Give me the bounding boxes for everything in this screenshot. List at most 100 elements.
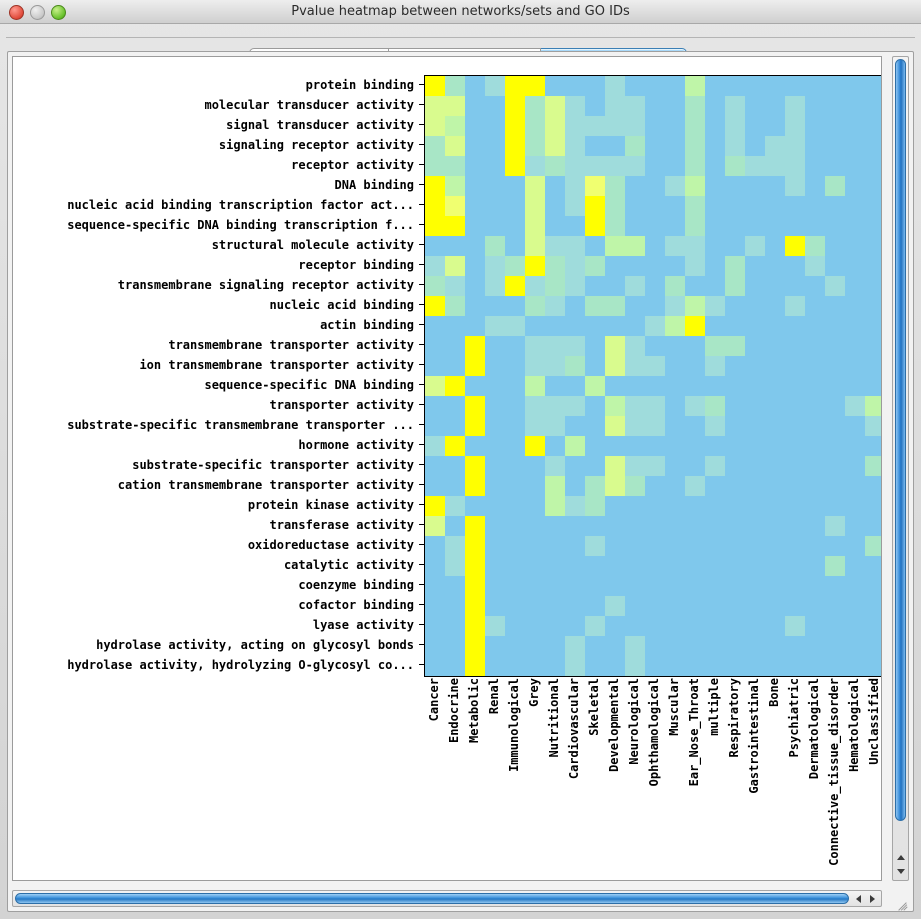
heatmap-cell[interactable]	[605, 476, 625, 496]
heatmap-cell[interactable]	[445, 476, 465, 496]
heatmap-cell[interactable]	[585, 196, 605, 216]
heatmap-cell[interactable]	[785, 616, 805, 636]
heatmap-cell[interactable]	[505, 116, 525, 136]
heatmap-cell[interactable]	[565, 356, 585, 376]
heatmap-cell[interactable]	[745, 516, 765, 536]
heatmap-cell[interactable]	[545, 396, 565, 416]
heatmap-cell[interactable]	[745, 536, 765, 556]
heatmap-cell[interactable]	[445, 216, 465, 236]
heatmap-cell[interactable]	[425, 96, 445, 116]
heatmap-cell[interactable]	[585, 176, 605, 196]
heatmap-cell[interactable]	[765, 536, 785, 556]
heatmap-cell[interactable]	[685, 376, 705, 396]
heatmap-cell[interactable]	[705, 276, 725, 296]
heatmap-cell[interactable]	[565, 436, 585, 456]
heatmap-cell[interactable]	[565, 416, 585, 436]
heatmap-cell[interactable]	[445, 356, 465, 376]
heatmap-cell[interactable]	[785, 536, 805, 556]
heatmap-cell[interactable]	[665, 456, 685, 476]
heatmap-cell[interactable]	[685, 336, 705, 356]
heatmap-cell[interactable]	[505, 336, 525, 356]
heatmap-cell[interactable]	[465, 636, 485, 656]
heatmap-cell[interactable]	[605, 616, 625, 636]
heatmap-cell[interactable]	[665, 256, 685, 276]
heatmap-cell[interactable]	[805, 96, 825, 116]
heatmap-cell[interactable]	[585, 636, 605, 656]
heatmap-cell[interactable]	[845, 596, 865, 616]
heatmap-cell[interactable]	[645, 336, 665, 356]
heatmap-cell[interactable]	[625, 516, 645, 536]
heatmap-cell[interactable]	[505, 176, 525, 196]
heatmap-grid[interactable]	[424, 75, 881, 677]
heatmap-cell[interactable]	[665, 536, 685, 556]
heatmap-cell[interactable]	[785, 456, 805, 476]
heatmap-cell[interactable]	[865, 276, 881, 296]
heatmap-cell[interactable]	[425, 76, 445, 96]
heatmap-cell[interactable]	[725, 396, 745, 416]
heatmap-cell[interactable]	[865, 316, 881, 336]
heatmap-cell[interactable]	[825, 376, 845, 396]
heatmap-cell[interactable]	[445, 496, 465, 516]
minimize-button[interactable]	[30, 5, 45, 20]
heatmap-cell[interactable]	[785, 136, 805, 156]
heatmap-cell[interactable]	[605, 196, 625, 216]
heatmap-cell[interactable]	[585, 376, 605, 396]
heatmap-cell[interactable]	[425, 176, 445, 196]
heatmap-cell[interactable]	[745, 196, 765, 216]
heatmap-cell[interactable]	[465, 356, 485, 376]
heatmap-cell[interactable]	[845, 416, 865, 436]
heatmap-cell[interactable]	[485, 116, 505, 136]
heatmap-cell[interactable]	[445, 596, 465, 616]
heatmap-cell[interactable]	[865, 216, 881, 236]
heatmap-cell[interactable]	[705, 256, 725, 276]
heatmap-cell[interactable]	[765, 476, 785, 496]
heatmap-cell[interactable]	[465, 236, 485, 256]
heatmap-cell[interactable]	[585, 136, 605, 156]
heatmap-cell[interactable]	[485, 416, 505, 436]
heatmap-cell[interactable]	[865, 96, 881, 116]
heatmap-cell[interactable]	[465, 616, 485, 636]
heatmap-cell[interactable]	[485, 76, 505, 96]
heatmap-cell[interactable]	[725, 476, 745, 496]
heatmap-cell[interactable]	[745, 276, 765, 296]
heatmap-cell[interactable]	[805, 236, 825, 256]
heatmap-cell[interactable]	[645, 196, 665, 216]
scroll-down-icon[interactable]	[897, 869, 905, 874]
heatmap-cell[interactable]	[805, 76, 825, 96]
heatmap-cell[interactable]	[685, 436, 705, 456]
heatmap-cell[interactable]	[665, 116, 685, 136]
heatmap-cell[interactable]	[445, 296, 465, 316]
heatmap-cell[interactable]	[505, 136, 525, 156]
heatmap-cell[interactable]	[845, 656, 865, 676]
heatmap-cell[interactable]	[445, 436, 465, 456]
heatmap-cell[interactable]	[845, 456, 865, 476]
heatmap-cell[interactable]	[505, 456, 525, 476]
heatmap-cell[interactable]	[665, 596, 685, 616]
heatmap-cell[interactable]	[485, 436, 505, 456]
heatmap-cell[interactable]	[825, 76, 845, 96]
heatmap-cell[interactable]	[545, 656, 565, 676]
heatmap-cell[interactable]	[725, 536, 745, 556]
heatmap-cell[interactable]	[685, 316, 705, 336]
heatmap-cell[interactable]	[745, 296, 765, 316]
heatmap-cell[interactable]	[865, 436, 881, 456]
heatmap-cell[interactable]	[765, 496, 785, 516]
vertical-scrollbar-thumb[interactable]	[895, 59, 906, 821]
heatmap-cell[interactable]	[705, 436, 725, 456]
heatmap-cell[interactable]	[645, 256, 665, 276]
heatmap-cell[interactable]	[685, 116, 705, 136]
heatmap-cell[interactable]	[825, 556, 845, 576]
heatmap-cell[interactable]	[445, 336, 465, 356]
heatmap-cell[interactable]	[545, 496, 565, 516]
heatmap-cell[interactable]	[645, 396, 665, 416]
heatmap-cell[interactable]	[745, 636, 765, 656]
heatmap-cell[interactable]	[645, 596, 665, 616]
heatmap-cell[interactable]	[825, 456, 845, 476]
heatmap-cell[interactable]	[865, 356, 881, 376]
heatmap-cell[interactable]	[865, 516, 881, 536]
heatmap-cell[interactable]	[725, 416, 745, 436]
heatmap-cell[interactable]	[785, 576, 805, 596]
heatmap-cell[interactable]	[465, 376, 485, 396]
heatmap-cell[interactable]	[805, 356, 825, 376]
heatmap-cell[interactable]	[485, 316, 505, 336]
